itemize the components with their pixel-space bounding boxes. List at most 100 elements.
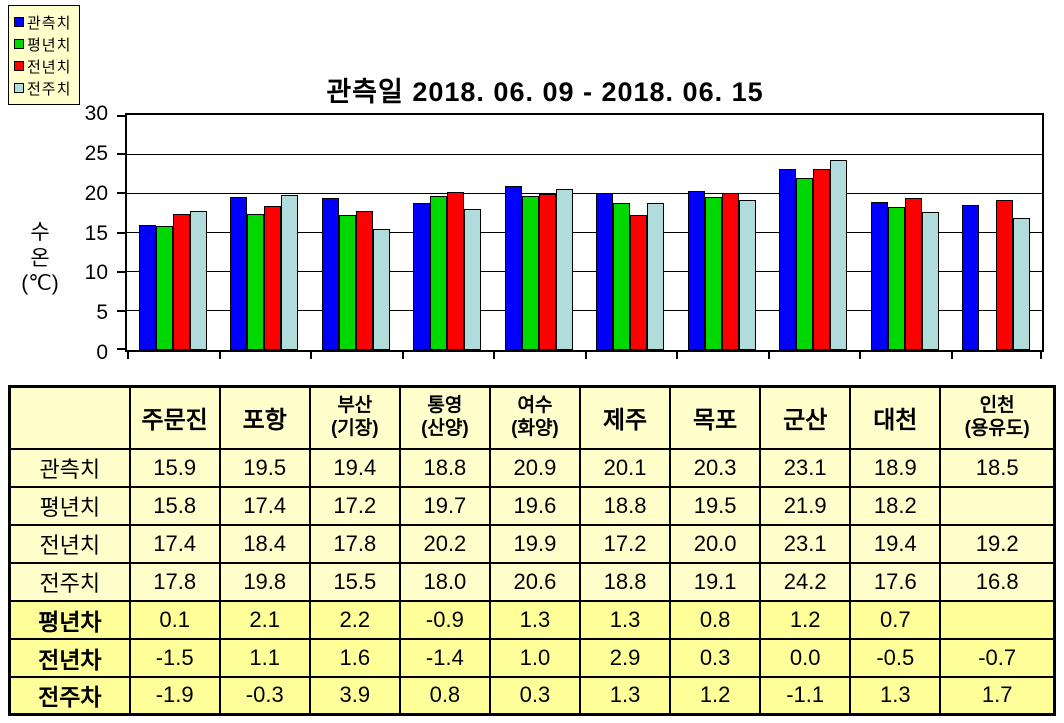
bar-평년치-통영(산양) bbox=[430, 195, 448, 350]
y-axis-tick-labels: 0 5 10 15 20 25 30 bbox=[70, 103, 118, 363]
row-label: 관측치 bbox=[8, 447, 131, 488]
data-cell: 18.8 bbox=[578, 485, 672, 526]
bar-관측치-목포 bbox=[687, 190, 705, 350]
bar-전주치-포항 bbox=[281, 194, 299, 350]
data-cell: 19.4 bbox=[308, 447, 401, 488]
y-tick-label-15: 15 bbox=[84, 221, 108, 245]
data-cell: 0.7 bbox=[849, 599, 942, 640]
data-cell: 19.8 bbox=[218, 561, 311, 602]
column-header-9: 대천 bbox=[849, 385, 942, 450]
row-label: 전주치 bbox=[8, 561, 131, 602]
data-cell: 20.1 bbox=[578, 447, 672, 488]
bar-전년치-인천(용유도) bbox=[996, 199, 1014, 350]
bar-관측치-주문진 bbox=[138, 225, 156, 350]
table-row-전년치: 전년치 17.4 18.4 17.8 20.2 19.9 17.2 20.0 23.1 19.4 1… bbox=[8, 523, 1056, 564]
legend-swatch-observed bbox=[14, 17, 24, 27]
bar-관측치-통영(산양) bbox=[413, 202, 431, 350]
data-cell: 19.9 bbox=[488, 523, 582, 564]
data-cell: 18.2 bbox=[849, 485, 942, 526]
data-cell: 19.5 bbox=[218, 447, 311, 488]
y-tick-label-20: 20 bbox=[84, 181, 108, 205]
data-cell: 18.5 bbox=[939, 447, 1056, 488]
column-header-7: 목포 bbox=[669, 385, 762, 450]
data-cell: 17.8 bbox=[128, 561, 221, 602]
data-cell: 20.6 bbox=[488, 561, 582, 602]
row-label: 전년치 bbox=[8, 523, 131, 564]
data-cell: -0.3 bbox=[218, 675, 311, 716]
legend-swatch-normal-year bbox=[14, 39, 24, 49]
x-axis-tick-mark bbox=[401, 352, 404, 359]
data-cell: 19.6 bbox=[488, 485, 582, 526]
x-axis-tick-mark bbox=[310, 352, 312, 359]
bar-평년치-대천 bbox=[887, 207, 905, 350]
data-cell: -0.7 bbox=[939, 637, 1056, 678]
bar-전주치-목포 bbox=[738, 200, 756, 350]
y-axis-tick-mark bbox=[117, 309, 125, 312]
x-axis-tick-mark bbox=[218, 352, 221, 359]
data-cell: 0.1 bbox=[128, 599, 221, 640]
y-tick-label-0: 0 bbox=[96, 341, 108, 364]
bar-평년치-주문진 bbox=[155, 226, 173, 350]
data-cell: 19.7 bbox=[398, 485, 491, 526]
table-row-관측치: 관측치 15.9 19.5 19.4 18.8 20.9 20.1 20.3 23.1 18.9 1… bbox=[8, 447, 1056, 488]
legend-label-normal-year: 평년치 bbox=[27, 36, 72, 54]
bar-전주치-여수(화양) bbox=[555, 188, 573, 350]
data-cell: 2.2 bbox=[308, 599, 401, 640]
y-tick-label-5: 5 bbox=[96, 301, 108, 325]
data-cell: 18.9 bbox=[849, 447, 942, 488]
data-cell: 0.8 bbox=[398, 675, 491, 716]
column-header-6: 제주 bbox=[578, 385, 672, 450]
data-cell: -1.4 bbox=[398, 637, 491, 678]
legend-label-previous-week: 전주치 bbox=[27, 80, 72, 98]
data-cell: 21.9 bbox=[759, 485, 852, 526]
bar-전년치-주문진 bbox=[172, 213, 190, 350]
data-cell: 17.6 bbox=[849, 561, 942, 602]
data-cell: 1.2 bbox=[669, 675, 762, 716]
x-axis-tick-mark bbox=[1040, 352, 1042, 359]
data-cell: 3.9 bbox=[308, 675, 401, 716]
data-cell: 1.2 bbox=[759, 599, 852, 640]
row-label: 전주차 bbox=[8, 675, 131, 716]
data-cell: 1.3 bbox=[488, 599, 582, 640]
bar-평년치-목포 bbox=[704, 197, 722, 350]
data-cell: 20.0 bbox=[669, 523, 762, 564]
bar-전주치-제주 bbox=[647, 202, 665, 350]
data-cell: 1.7 bbox=[939, 675, 1056, 716]
data-cell: 2.9 bbox=[578, 637, 672, 678]
bar-전년치-여수(화양) bbox=[538, 194, 556, 350]
column-header-2: 포항 bbox=[218, 385, 311, 450]
bar-전년치-부산(기장) bbox=[355, 210, 373, 350]
x-axis-tick-mark bbox=[676, 352, 678, 359]
x-axis-tick-mark bbox=[493, 352, 495, 359]
column-header-8: 군산 bbox=[759, 385, 852, 450]
data-cell: 17.2 bbox=[308, 485, 401, 526]
column-header-4: 통영 (산양) bbox=[398, 385, 491, 450]
legend-item-previous-week: 전주치 bbox=[14, 77, 71, 99]
data-cell: 18.8 bbox=[398, 447, 491, 488]
gridline-20 bbox=[127, 192, 1042, 194]
legend-label-previous-year: 전년치 bbox=[27, 58, 72, 76]
column-header-5: 여수 (화양) bbox=[488, 385, 582, 450]
data-cell: 24.2 bbox=[759, 561, 852, 602]
data-cell: 19.2 bbox=[939, 523, 1056, 564]
bar-전년치-목포 bbox=[721, 193, 739, 350]
x-axis-tick-mark bbox=[950, 352, 953, 359]
legend-swatch-previous-year bbox=[14, 61, 24, 71]
data-cell: 0.0 bbox=[759, 637, 852, 678]
data-cell: 19.1 bbox=[669, 561, 762, 602]
data-cell: 15.9 bbox=[128, 447, 221, 488]
bar-평년치-여수(화양) bbox=[521, 196, 539, 350]
bar-전주치-통영(산양) bbox=[464, 209, 482, 350]
bar-관측치-대천 bbox=[870, 201, 888, 350]
x-axis-tick-mark bbox=[127, 352, 129, 359]
y-axis-tick-mark bbox=[117, 192, 125, 195]
data-cell: -0.5 bbox=[849, 637, 942, 678]
data-cell bbox=[939, 599, 1056, 640]
table-corner-cell bbox=[8, 385, 131, 450]
data-cell: 1.3 bbox=[578, 599, 672, 640]
legend-item-normal-year: 평년치 bbox=[14, 33, 71, 55]
data-cell: 1.1 bbox=[218, 637, 311, 678]
y-axis-tick-mark bbox=[117, 153, 125, 156]
column-header-1: 주문진 bbox=[128, 385, 221, 450]
